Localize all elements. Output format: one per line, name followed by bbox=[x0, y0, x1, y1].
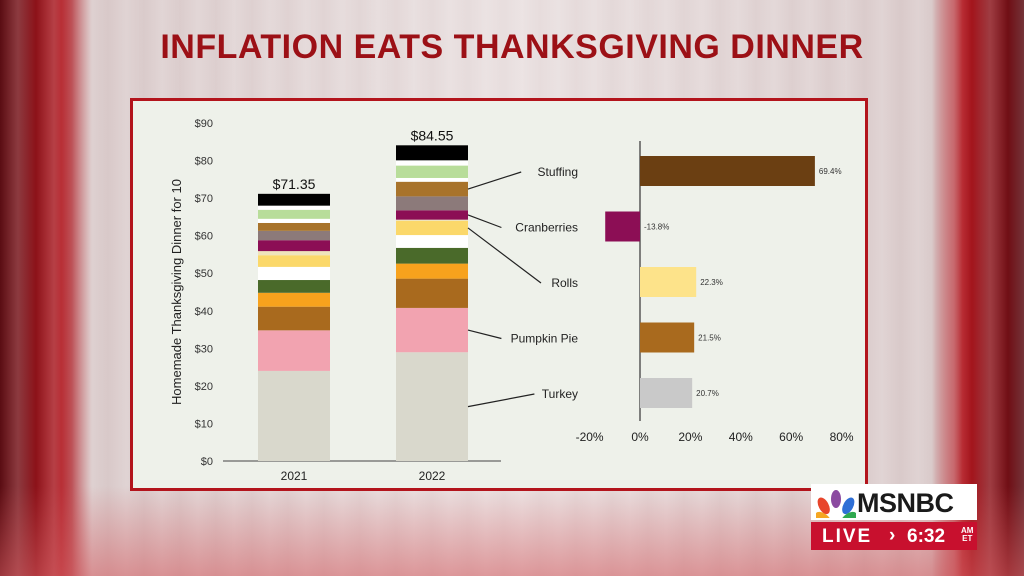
stack-segment bbox=[396, 160, 468, 166]
stack-segment bbox=[396, 145, 468, 161]
callout-line bbox=[467, 329, 502, 340]
callout-line bbox=[467, 227, 542, 284]
stack-segment bbox=[258, 205, 330, 210]
x-tick-label: 2022 bbox=[419, 469, 446, 483]
x-tick-label: -20% bbox=[576, 430, 604, 444]
stack-segment bbox=[258, 370, 330, 461]
stack-segment bbox=[258, 255, 330, 267]
x-tick-label: 2021 bbox=[281, 469, 308, 483]
stack-segment bbox=[258, 251, 330, 256]
y-axis-label: Homemade Thanksgiving Dinner for 10 bbox=[169, 179, 184, 405]
pct-bar bbox=[605, 211, 640, 242]
clock-zone: ET bbox=[962, 534, 973, 543]
pct-value-label: -13.8% bbox=[644, 223, 669, 232]
peacock-icon bbox=[816, 490, 856, 518]
clock-ampm: AM ET bbox=[961, 527, 973, 543]
pct-bar bbox=[640, 267, 697, 297]
stack-segment bbox=[396, 247, 468, 264]
stack-segment bbox=[396, 352, 468, 461]
stack-segment bbox=[258, 292, 330, 307]
callout-line bbox=[467, 171, 522, 190]
pct-value-label: 22.3% bbox=[700, 278, 723, 287]
live-bar: LIVE › 6:32 AM ET bbox=[811, 522, 977, 550]
category-label: Cranberries bbox=[515, 221, 578, 235]
x-tick-label: 60% bbox=[779, 430, 803, 444]
stack-segment bbox=[258, 280, 330, 293]
category-label: Rolls bbox=[551, 276, 578, 290]
live-arrow: › bbox=[889, 525, 896, 546]
x-tick-label: 20% bbox=[678, 430, 702, 444]
callout-line bbox=[467, 393, 535, 408]
y-tick-label: $10 bbox=[195, 418, 213, 430]
stack-segment bbox=[396, 235, 468, 248]
headline: INFLATION EATS THANKSGIVING DINNER bbox=[160, 28, 864, 66]
y-tick-label: $40 bbox=[195, 306, 213, 318]
stack-segment bbox=[258, 222, 330, 231]
pct-value-label: 20.7% bbox=[696, 389, 719, 398]
stack-segment bbox=[258, 209, 330, 219]
y-tick-label: $90 bbox=[195, 118, 213, 130]
pct-bar bbox=[640, 378, 693, 408]
stack-segment bbox=[396, 219, 468, 221]
x-tick-label: 80% bbox=[830, 430, 854, 444]
stack-segment bbox=[258, 230, 330, 241]
y-tick-label: $50 bbox=[195, 268, 213, 280]
stack-segment bbox=[396, 220, 468, 236]
pct-bar bbox=[640, 322, 695, 353]
category-label: Stuffing bbox=[538, 165, 578, 179]
y-tick-label: $30 bbox=[195, 343, 213, 355]
chart-panel: $0 $10 $20 $30 $40 $50 $60 $70 $80 $90 Homemade Th… bbox=[130, 98, 868, 491]
x-tick-label: 0% bbox=[631, 430, 649, 444]
pct-value-label: 69.4% bbox=[819, 167, 842, 176]
stack-segment bbox=[396, 278, 468, 308]
chart-svg: $0 $10 $20 $30 $40 $50 $60 $70 $80 $90 Homemade Th… bbox=[169, 118, 854, 483]
percent-change-chart: -20% 0% 20% 40% 60% 80% 69.4% Stuffing -13.8% Cra… bbox=[511, 141, 854, 444]
stack-segment bbox=[258, 330, 330, 371]
stack-segment bbox=[258, 306, 330, 331]
category-label: Pumpkin Pie bbox=[511, 332, 579, 346]
clock-am: AM bbox=[961, 526, 974, 535]
stack-segment bbox=[258, 218, 330, 223]
network-logo-box: MSNBC bbox=[811, 484, 977, 520]
callout-line bbox=[467, 214, 502, 229]
stacked-bar-chart: $0 $10 $20 $30 $40 $50 $60 $70 $80 $90 Homemade Th… bbox=[169, 118, 501, 483]
stack-segment bbox=[396, 196, 468, 211]
stack-segment bbox=[258, 266, 330, 281]
stack-segment bbox=[396, 210, 468, 220]
total-label: $71.35 bbox=[273, 176, 316, 192]
stack-segment bbox=[396, 177, 468, 182]
pct-value-label: 21.5% bbox=[698, 334, 721, 343]
y-tick-label: $0 bbox=[201, 456, 213, 468]
stack-segment bbox=[396, 181, 468, 197]
category-label: Turkey bbox=[542, 387, 578, 401]
y-tick-label: $60 bbox=[195, 231, 213, 243]
y-tick-label: $70 bbox=[195, 193, 213, 205]
stack-segment bbox=[396, 263, 468, 279]
stack-segment bbox=[396, 307, 468, 353]
stack-segment bbox=[396, 165, 468, 178]
x-tick-label: 40% bbox=[729, 430, 753, 444]
pct-bar bbox=[640, 156, 815, 186]
callout-lines bbox=[467, 171, 542, 408]
stack-segment bbox=[258, 193, 330, 206]
live-label: LIVE bbox=[822, 526, 873, 547]
y-tick-label: $20 bbox=[195, 381, 213, 393]
stack-segment bbox=[258, 240, 330, 252]
total-label: $84.55 bbox=[411, 127, 454, 143]
network-name: MSNBC bbox=[857, 488, 954, 518]
clock-time: 6:32 bbox=[907, 526, 946, 547]
y-tick-label: $80 bbox=[195, 156, 213, 168]
